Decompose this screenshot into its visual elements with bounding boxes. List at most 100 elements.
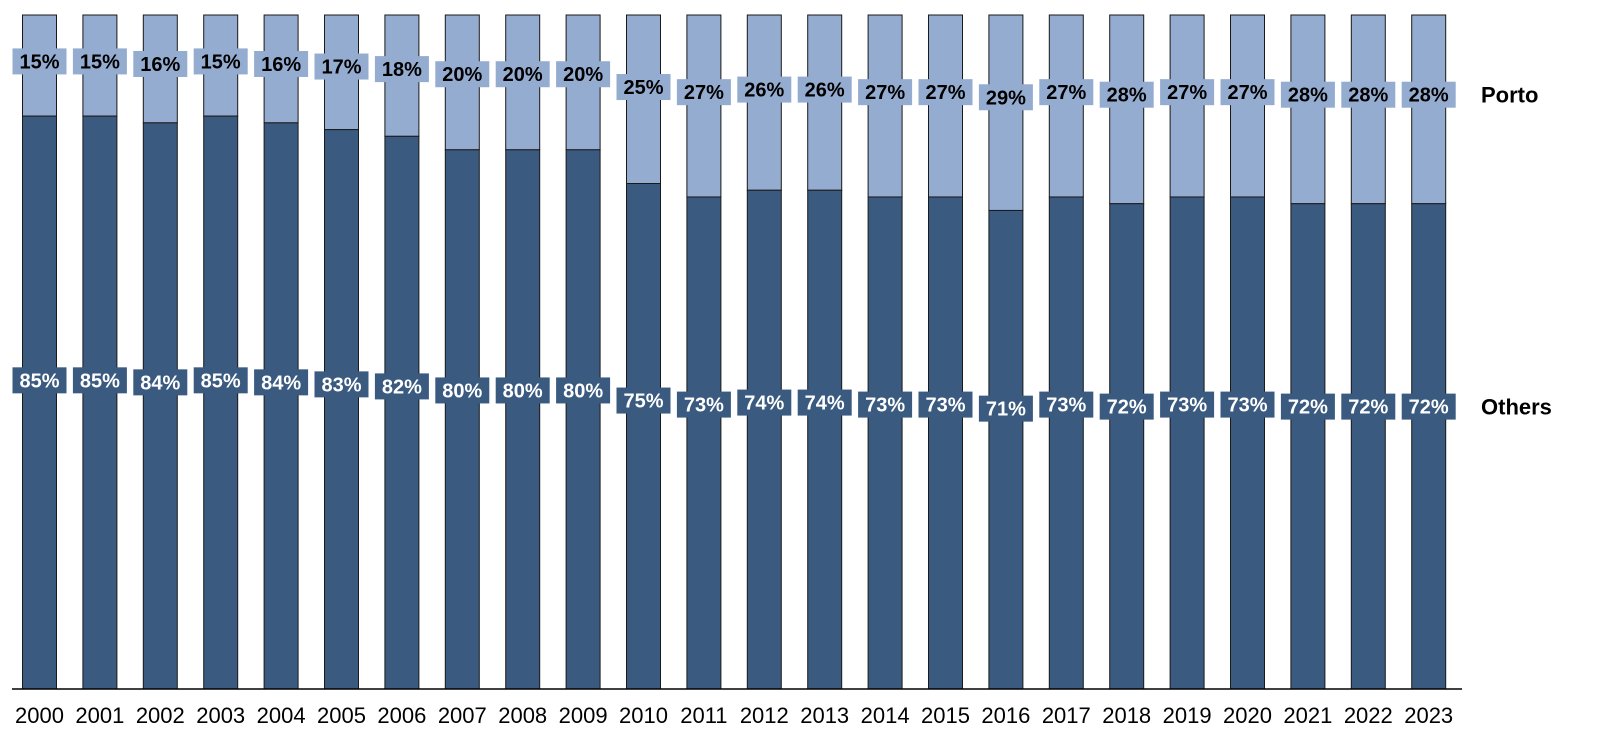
data-label-others-2004: 84% [261,372,301,394]
bar-others-2021 [1290,203,1326,690]
x-tick-label-2000: 2000 [15,703,64,728]
data-label-porto-2008: 20% [503,64,543,86]
data-label-others-2005: 83% [321,374,361,396]
data-label-others-2000: 85% [19,370,59,392]
x-tick-label-2005: 2005 [317,703,366,728]
data-label-bg-others-2000 [12,367,67,394]
x-tick-label-2019: 2019 [1163,703,1212,728]
data-label-bg-others-2017 [1039,391,1094,418]
data-label-others-2023: 72% [1409,397,1449,419]
data-label-bg-others-2014 [858,391,913,418]
bar-porto-2019 [1169,14,1205,198]
data-label-others-2017: 73% [1046,395,1086,417]
bar-others-2010 [626,183,661,690]
data-label-others-2016: 71% [986,399,1026,421]
data-label-others-2010: 75% [623,391,663,413]
data-label-porto-2002: 16% [140,54,180,76]
data-label-bg-porto-2009 [556,61,611,88]
x-tick-label-2004: 2004 [257,703,306,728]
data-label-porto-2013: 26% [805,80,845,102]
data-label-porto-2018: 28% [1107,85,1147,107]
data-label-bg-porto-2014 [858,79,913,106]
x-tick-label-2012: 2012 [740,703,789,728]
data-label-bg-porto-2002 [133,50,188,77]
data-label-bg-porto-2005 [314,53,369,80]
bar-others-2014 [867,196,903,690]
x-tick-label-2021: 2021 [1283,703,1332,728]
legend-label-porto: Porto [1481,83,1538,108]
data-label-bg-porto-2013 [797,76,852,103]
bar-others-2006 [384,135,420,690]
x-tick-label-2001: 2001 [75,703,124,728]
data-label-others-2008: 80% [503,380,543,402]
data-label-bg-porto-2006 [374,56,429,83]
data-label-bg-porto-2000 [12,48,67,75]
x-tick-label-2010: 2010 [619,703,668,728]
bar-others-2023 [1411,203,1447,690]
bar-others-2020 [1230,196,1265,690]
bar-porto-2018 [1109,14,1145,205]
data-label-bg-porto-2010 [616,74,671,101]
bar-others-2018 [1109,203,1145,690]
data-label-others-2003: 85% [201,370,241,392]
data-label-bg-porto-2020 [1220,79,1275,106]
data-label-others-2018: 72% [1107,397,1147,419]
data-label-bg-others-2022 [1341,393,1396,420]
data-label-porto-2003: 15% [201,51,241,73]
bar-others-2004 [263,122,299,690]
bar-others-2009 [565,149,601,690]
data-label-bg-others-2006 [374,373,429,400]
bar-porto-2013 [807,14,843,191]
data-label-porto-2017: 27% [1046,82,1086,104]
bar-porto-2020 [1230,14,1265,198]
data-label-porto-2007: 20% [442,64,482,86]
x-tick-label-2003: 2003 [196,703,245,728]
data-label-bg-others-2011 [676,391,731,418]
bar-others-2011 [686,196,722,690]
bar-others-2013 [807,189,843,690]
data-labels-layer: 15% 85% 15% 85% 16% 84% 15% 85% 16% 84% 17% 83% 18% 8… [12,48,1456,422]
x-tick-label-2020: 2020 [1223,703,1272,728]
data-label-porto-2001: 15% [80,51,120,73]
bar-others-2015 [928,196,963,690]
legend: Porto Others [1481,83,1552,420]
data-label-bg-porto-2001 [72,48,127,75]
x-tick-labels: 2000 2001 2002 2003 2004 2005 2006 2007 2008 2009… [15,703,1453,728]
x-tick-label-2002: 2002 [136,703,185,728]
x-tick-label-2008: 2008 [498,703,547,728]
bar-others-2019 [1169,196,1205,690]
x-tick-label-2022: 2022 [1344,703,1393,728]
data-label-porto-2010: 25% [623,77,663,99]
data-label-bg-porto-2004 [254,50,309,77]
data-label-bg-others-2012 [737,389,792,416]
data-label-bg-porto-2007 [435,61,490,88]
data-label-bg-porto-2019 [1160,79,1215,106]
data-label-porto-2004: 16% [261,54,301,76]
data-label-bg-porto-2012 [737,76,792,103]
bar-others-2001 [82,115,118,690]
data-label-porto-2019: 27% [1167,82,1207,104]
bar-porto-2017 [1048,14,1084,198]
bar-porto-2016 [988,14,1024,211]
data-label-others-2006: 82% [382,376,422,398]
data-label-bg-others-2002 [133,369,188,396]
data-label-porto-2015: 27% [925,82,965,104]
bar-others-2007 [444,149,480,690]
data-label-others-2015: 73% [925,395,965,417]
x-tick-label-2023: 2023 [1404,703,1453,728]
data-label-bg-porto-2017 [1039,79,1094,106]
bars-layer [22,14,1447,690]
bar-porto-2015 [928,14,963,198]
data-label-bg-porto-2008 [495,61,550,88]
data-label-bg-others-2019 [1160,391,1215,418]
data-label-others-2007: 80% [442,380,482,402]
x-tick-label-2017: 2017 [1042,703,1091,728]
x-tick-label-2016: 2016 [981,703,1030,728]
data-label-bg-others-2003 [193,367,248,394]
data-label-porto-2022: 28% [1348,85,1388,107]
data-label-porto-2005: 17% [321,57,361,79]
data-label-others-2012: 74% [744,393,784,415]
legend-label-others: Others [1481,395,1552,420]
bar-others-2016 [988,209,1024,690]
